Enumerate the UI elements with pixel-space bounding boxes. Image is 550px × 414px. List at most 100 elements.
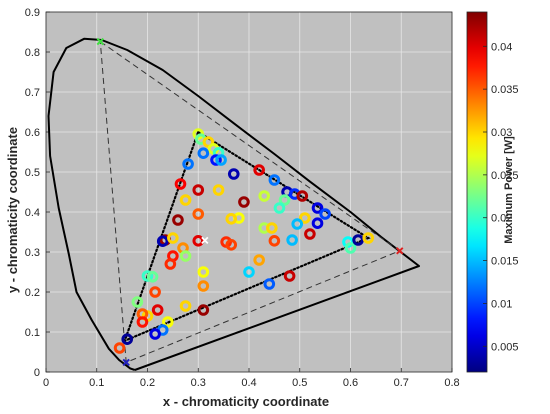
white-point-marker <box>201 236 209 245</box>
primary-marker <box>96 37 105 46</box>
data-point <box>362 232 375 244</box>
y-tick-label: 0.7 <box>25 87 40 99</box>
data-point <box>225 239 238 251</box>
data-point <box>121 333 133 346</box>
data-point <box>197 280 210 292</box>
data-point <box>192 208 205 220</box>
data-point <box>227 168 240 180</box>
x-tick-label: 0.2 <box>140 377 155 389</box>
y-tick-label: 0.1 <box>25 327 40 339</box>
data-point <box>253 254 265 266</box>
data-point <box>299 212 311 224</box>
data-point <box>174 178 187 190</box>
data-point <box>192 184 205 196</box>
colorbar-tick-label: 0.005 <box>491 341 519 353</box>
data-point <box>182 158 194 170</box>
y-tick-label: 0 <box>34 367 40 379</box>
data-point <box>278 194 291 206</box>
data-point <box>146 271 159 283</box>
data-point <box>151 304 164 316</box>
x-tick-label: 0.5 <box>292 377 307 389</box>
colorbar-label: Maximum Power [W] <box>503 136 515 244</box>
data-point <box>304 228 316 240</box>
data-point <box>258 190 271 202</box>
primary-marker-stroke <box>122 358 130 367</box>
y-tick-label: 0.5 <box>25 167 40 179</box>
data-point <box>268 235 281 247</box>
y-tick-label: 0.3 <box>25 247 40 259</box>
data-point <box>296 190 309 202</box>
data-point <box>167 232 179 244</box>
colorbar-tick-label: 0.035 <box>491 84 519 96</box>
data-point <box>238 196 250 208</box>
data-point <box>268 174 281 186</box>
colorbar-gradient-bar <box>466 11 488 373</box>
data-point <box>179 194 192 206</box>
x-tick-label: 0.1 <box>89 377 104 389</box>
data-point <box>192 235 205 247</box>
y-tick-label: 0.2 <box>25 287 40 299</box>
data-point <box>164 258 177 270</box>
data-point <box>197 304 210 316</box>
colorbar-tick-label: 0.02 <box>491 213 512 225</box>
data-point <box>286 234 298 246</box>
plot-area: 0 0.1 0.2 0.3 0.4 0.5 0.6 0.7 0.8 0 0.1 0.2 0.3 0.4 0.… <box>25 7 460 389</box>
x-axis-label: x - chromaticity coordinate <box>163 394 329 409</box>
data-point <box>210 154 222 166</box>
x-tick-label: 0.3 <box>191 377 206 389</box>
reference-gamut-triangle <box>99 40 401 364</box>
data-point <box>263 278 276 290</box>
data-point <box>197 266 210 278</box>
colorbar-tick-label: 0.025 <box>491 170 519 182</box>
white-point-stroke <box>201 236 209 245</box>
colorbar-tick-label: 0.015 <box>491 256 519 268</box>
x-tick-label: 0.6 <box>343 377 358 389</box>
data-point <box>141 270 154 282</box>
y-tick-label: 0.9 <box>25 7 40 19</box>
data-point <box>344 242 357 254</box>
primary-marker-stroke <box>396 247 404 255</box>
data-point <box>319 208 331 220</box>
spectral-locus <box>47 37 420 371</box>
data-point <box>266 222 278 234</box>
data-point <box>156 235 169 247</box>
data-point <box>149 328 161 340</box>
data-point <box>113 342 126 354</box>
primary-marker <box>122 358 130 367</box>
data-point <box>253 164 265 176</box>
data-point <box>197 147 210 159</box>
x-tick-label: 0 <box>43 377 49 389</box>
data-point <box>136 316 149 328</box>
data-point <box>311 202 324 214</box>
data-point <box>291 218 304 230</box>
primary-marker <box>396 247 404 255</box>
data-point <box>215 154 227 166</box>
data-point <box>179 300 192 312</box>
data-point <box>212 184 225 196</box>
x-tick-label: 0.8 <box>444 377 459 389</box>
x-tick-label: 0.4 <box>241 377 256 389</box>
colorbar: 0.005 0.01 0.015 0.02 0.025 0.03 0.035 0.04 <box>466 11 519 373</box>
data-point <box>149 286 161 298</box>
y-axis-label: y - chromaticity coordinate <box>5 127 20 293</box>
data-point <box>273 202 286 214</box>
data-point <box>131 296 144 308</box>
y-tick-label: 0.6 <box>25 127 40 139</box>
y-tick-label: 0.4 <box>25 207 40 219</box>
data-point <box>243 266 255 278</box>
primary-marker-stroke <box>96 37 105 46</box>
colorbar-tick-label: 0.03 <box>491 127 512 139</box>
data-point <box>352 234 364 246</box>
colorbar-tick-label: 0.01 <box>491 298 512 310</box>
data-point <box>172 214 184 226</box>
data-point <box>311 217 324 229</box>
data-point <box>179 250 192 262</box>
x-tick-label: 0.7 <box>394 377 409 389</box>
axes-box <box>45 11 453 373</box>
data-point <box>225 213 238 225</box>
data-point <box>162 316 174 328</box>
colorbar-tick-label: 0.04 <box>491 41 512 53</box>
y-tick-label: 0.8 <box>25 47 40 59</box>
data-point <box>283 270 296 282</box>
